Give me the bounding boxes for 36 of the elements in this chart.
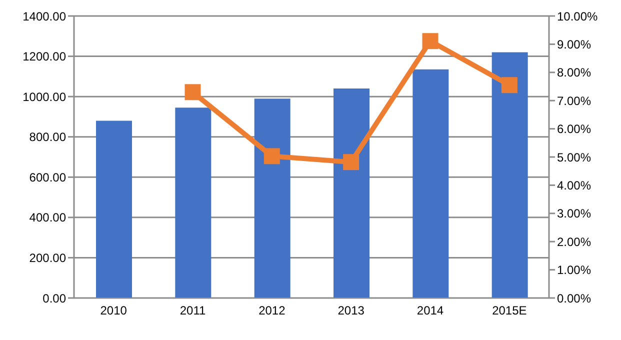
y-tick-label: 400.00 [29,210,66,225]
y-tick-label: 800.00 [29,130,66,144]
y-tick-label: 1200.00 [22,50,66,64]
bar [334,88,370,298]
y2-tick-label: 9.00% [557,37,592,52]
point [422,33,438,50]
x-tick-label: 2012 [258,304,286,318]
x-tick-label: 2014 [416,304,444,318]
bar [175,108,212,298]
y2-tick-label: 10.00% [557,9,598,24]
point [343,154,360,170]
point [501,77,518,94]
bar [96,120,132,298]
y-tick-label: 0.00 [42,291,66,306]
y2-tick-label: 0.00% [557,291,592,306]
bar [254,98,290,298]
y2-tick-label: 7.00% [557,94,592,108]
point [184,84,201,100]
y2-tick-label: 8.00% [557,66,592,80]
y-tick-label: 1400.00 [22,9,66,24]
y2-tick-label: 6.00% [557,122,592,136]
y2-tick-label: 2.00% [557,234,592,249]
bar [492,52,528,298]
y2-tick-label: 1.00% [557,263,592,278]
x-tick-label: 2015E [492,304,527,318]
x-tick-label: 2011 [180,304,206,318]
y-tick-label: 1000.00 [22,90,66,104]
y-tick-label: 600.00 [29,170,66,184]
point [264,148,280,164]
y-tick-label: 200.00 [29,250,66,265]
x-tick-label: 2010 [100,304,128,318]
y2-tick-label: 5.00% [557,150,592,164]
y2-tick-label: 3.00% [557,206,592,221]
x-tick-label: 2013 [338,304,365,318]
bar [412,69,449,298]
y2-tick-label: 4.00% [557,178,592,192]
